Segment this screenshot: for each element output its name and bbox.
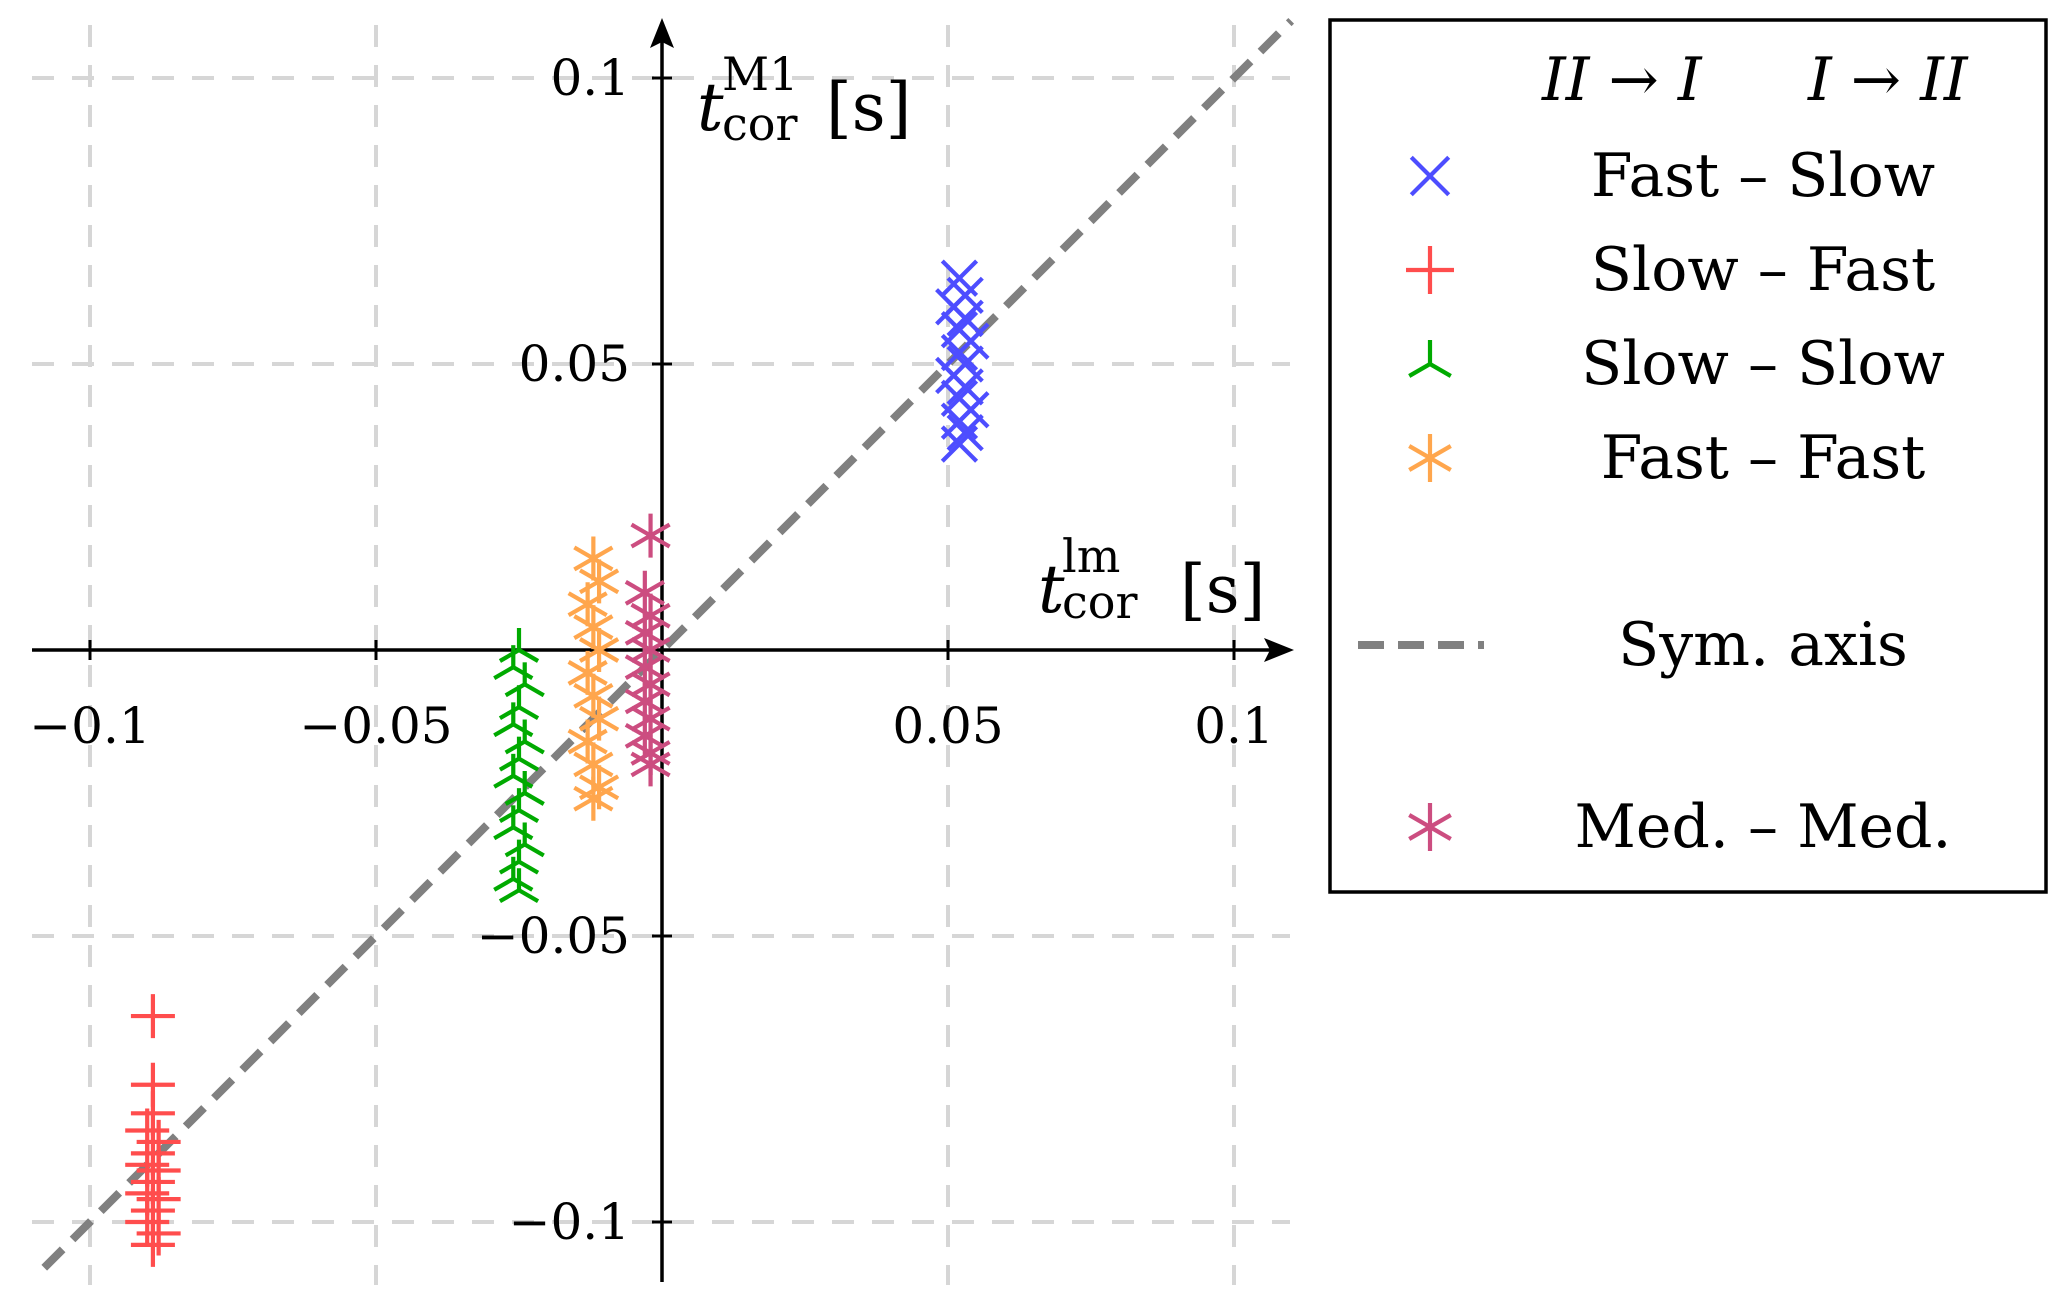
y-axis-title-main: t [697,69,724,146]
point-slow-slow-6 [498,736,540,772]
x-tick-label-2: 0.05 [892,697,1003,755]
data-points [125,259,990,1267]
point-fast-fast-11 [573,776,614,821]
point-slow-fast-14 [130,1222,175,1267]
point-fast-fast-5 [567,650,608,695]
point-slow-fast-12 [125,1200,170,1244]
legend-header-left: II → I [1541,45,1703,115]
y-tick-label-0: 0.1 [550,49,630,107]
legend: II → I I → II Fast – Slow Slow – Fast Slow… [1328,18,2048,894]
point-slow-slow-9 [498,788,540,823]
legend-label-med-med: Med. – Med. [1575,792,1952,862]
point-slow-slow-14 [498,868,540,904]
point-med-med-1 [624,570,665,615]
point-fast-fast-2 [567,582,608,627]
grid [32,25,1290,1285]
legend-header-right: I → II [1807,45,1969,115]
point-slow-slow-11 [504,822,545,858]
y-axis-title-unit: [s] [826,69,911,146]
point-fast-slow-3 [946,299,984,337]
legend-swatch-fast-fast [1408,434,1452,482]
point-slow-slow-0 [498,628,540,663]
point-slow-fast-2 [130,1091,175,1136]
y-axis-title-sub: cor [722,97,797,151]
x-axis-arrow [1264,638,1294,662]
point-med-med-11 [630,742,671,787]
point-slow-slow-8 [504,771,545,806]
x-axis-title-unit: [s] [1180,551,1265,628]
legend-swatch-med-med [1408,803,1452,851]
point-slow-slow-3 [498,685,540,721]
point-fast-fast-6 [573,673,614,718]
point-slow-slow-12 [498,839,540,875]
legend-swatch-fast-slow [1409,155,1451,197]
point-slow-slow-5 [504,719,545,755]
point-slow-fast-0 [130,994,175,1039]
y-tick-label-1: 0.05 [519,335,630,393]
point-fast-slow-9 [946,368,984,406]
y-axis-title-sup: M1 [722,47,798,101]
point-fast-fast-0 [573,536,614,581]
x-tick-label-3: 0.1 [1194,697,1274,755]
y-tick-label-2: −0.05 [477,907,630,965]
point-fast-fast-3 [573,605,614,650]
symmetry-axis-line [41,17,1295,1271]
legend-label-fast-slow: Fast – Slow [1591,141,1935,211]
x-axis-title-sub: cor [1062,575,1137,629]
x-tick-label-0: −0.1 [29,697,150,755]
symmetry-axis [41,17,1295,1271]
point-slow-fast-13 [136,1211,181,1256]
legend-swatch-slow-fast [1406,246,1454,294]
legend-swatch-slow-slow [1408,340,1452,378]
point-fast-slow-14 [940,425,979,463]
legend-label-slow-fast: Slow – Fast [1591,235,1935,305]
legend-label-fast-fast: Fast – Fast [1601,423,1926,493]
point-fast-slow-6 [940,333,979,372]
point-med-med-0 [630,513,671,558]
y-axis-title: t M1 cor [s] [697,47,911,151]
legend-label-sym-axis: Sym. axis [1618,610,1908,680]
y-tick-label-3: −0.1 [509,1193,630,1251]
legend-label-slow-slow: Slow – Slow [1581,329,1945,399]
point-slow-slow-2 [504,662,545,698]
x-tick-label-1: −0.05 [299,697,452,755]
legend-box [1328,18,2048,894]
point-slow-slow-13 [493,856,534,892]
x-axis-title-sup: lm [1062,529,1120,583]
tick-labels: −0.1 −0.05 0.05 0.1 0.1 0.05 −0.05 −0.1 [29,49,1273,1251]
x-axis-title: t lm cor [s] [1038,529,1265,629]
y-axis-arrow [650,18,674,48]
x-axis-title-main: t [1038,551,1065,628]
point-fast-fast-8 [567,719,608,764]
point-fast-slow-13 [946,413,984,452]
